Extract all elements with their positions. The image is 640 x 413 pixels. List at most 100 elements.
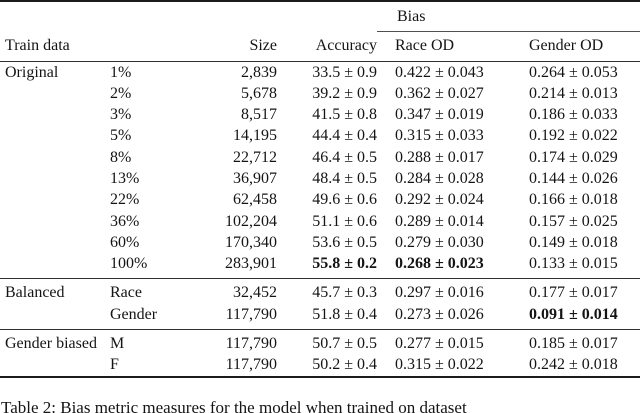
cell-gender-od: 0.192 ± 0.022 bbox=[529, 127, 618, 145]
cell-race-od: 0.297 ± 0.016 bbox=[395, 284, 484, 302]
cell-accuracy: 33.5 ± 0.9 bbox=[312, 63, 377, 81]
cell-subset: 8% bbox=[110, 148, 132, 166]
cell-race-od: 0.422 ± 0.043 bbox=[395, 63, 484, 81]
col-group-header-bias: Bias bbox=[377, 1, 640, 32]
group-label bbox=[0, 147, 110, 168]
cell-subset: 3% bbox=[110, 106, 132, 124]
table-row: 5% 14,195 44.4 ± 0.4 0.315 ± 0.033 0.192… bbox=[0, 125, 640, 146]
cell-subset: 2% bbox=[110, 84, 132, 102]
col-header-race-od: Race OD bbox=[377, 31, 527, 62]
cell-race-od: 0.315 ± 0.022 bbox=[395, 356, 484, 374]
cell-gender-od: 0.214 ± 0.013 bbox=[529, 84, 618, 102]
cell-subset: F bbox=[110, 356, 119, 374]
cell-accuracy: 41.5 ± 0.8 bbox=[312, 106, 377, 124]
cell-gender-od: 0.242 ± 0.018 bbox=[529, 356, 618, 374]
col-header-accuracy: Accuracy bbox=[277, 31, 377, 62]
cell-accuracy: 53.6 ± 0.5 bbox=[312, 233, 377, 251]
cell-accuracy: 39.2 ± 0.9 bbox=[312, 84, 377, 102]
cell-subset: 22% bbox=[110, 191, 140, 209]
col-header-train-data: Train data bbox=[0, 31, 174, 62]
cell-gender-od: 0.133 ± 0.015 bbox=[529, 255, 618, 273]
cell-subset: Race bbox=[110, 284, 142, 302]
cell-size: 2,839 bbox=[241, 63, 277, 81]
cell-accuracy: 51.1 ± 0.6 bbox=[312, 212, 377, 230]
table-row: 60% 170,340 53.6 ± 0.5 0.279 ± 0.030 0.1… bbox=[0, 232, 640, 253]
cell-gender-od: 0.264 ± 0.053 bbox=[529, 63, 618, 81]
cell-accuracy: 48.4 ± 0.5 bbox=[312, 169, 377, 187]
group-label bbox=[0, 304, 110, 330]
cell-accuracy: 51.8 ± 0.4 bbox=[312, 305, 377, 323]
cell-subset: Gender bbox=[110, 305, 158, 323]
cell-size: 117,790 bbox=[225, 305, 277, 323]
section-gender-biased: Gender biased M 117,790 50.7 ± 0.5 0.277… bbox=[0, 329, 640, 377]
cell-race-od: 0.289 ± 0.014 bbox=[395, 212, 484, 230]
cell-accuracy: 49.6 ± 0.6 bbox=[312, 191, 377, 209]
cell-size: 102,204 bbox=[225, 212, 277, 230]
group-label: Original bbox=[5, 63, 59, 81]
cell-race-od: 0.288 ± 0.017 bbox=[395, 148, 484, 166]
table-row: 2% 5,678 39.2 ± 0.9 0.362 ± 0.027 0.214 … bbox=[0, 83, 640, 104]
column-header-row: Train data Size Accuracy Race OD Gender … bbox=[0, 31, 640, 62]
cell-accuracy: 44.4 ± 0.4 bbox=[312, 127, 377, 145]
cell-accuracy: 55.8 ± 0.2 bbox=[312, 255, 377, 273]
cell-gender-od: 0.157 ± 0.025 bbox=[529, 212, 618, 230]
cell-subset: 5% bbox=[110, 127, 132, 145]
cell-gender-od: 0.174 ± 0.029 bbox=[529, 148, 618, 166]
bias-group-row: Bias bbox=[0, 1, 640, 32]
cell-accuracy: 46.4 ± 0.5 bbox=[312, 148, 377, 166]
cell-size: 22,712 bbox=[233, 148, 277, 166]
cell-accuracy: 45.7 ± 0.3 bbox=[312, 284, 377, 302]
cell-race-od: 0.273 ± 0.026 bbox=[395, 305, 484, 323]
group-label bbox=[0, 253, 110, 279]
table-row: Balanced Race 32,452 45.7 ± 0.3 0.297 ± … bbox=[0, 279, 640, 304]
cell-gender-od: 0.166 ± 0.018 bbox=[529, 191, 618, 209]
table-row: F 117,790 50.2 ± 0.4 0.315 ± 0.022 0.242… bbox=[0, 354, 640, 376]
group-label bbox=[0, 104, 110, 125]
col-header-size: Size bbox=[174, 31, 277, 62]
table-row: Original 1% 2,839 33.5 ± 0.9 0.422 ± 0.0… bbox=[0, 61, 640, 83]
cell-size: 5,678 bbox=[241, 84, 277, 102]
table-caption: Table 2: Bias metric measures for the mo… bbox=[1, 398, 467, 413]
section-original: Original 1% 2,839 33.5 ± 0.9 0.422 ± 0.0… bbox=[0, 61, 640, 279]
results-table: Bias Train data Size Accuracy Race OD Ge… bbox=[0, 0, 640, 378]
group-label bbox=[0, 125, 110, 146]
cell-gender-od: 0.149 ± 0.018 bbox=[529, 233, 618, 251]
bias-spacer-cell bbox=[0, 1, 377, 31]
group-label bbox=[0, 189, 110, 210]
table-header: Bias Train data Size Accuracy Race OD Ge… bbox=[0, 1, 640, 62]
table-row: 100% 283,901 55.8 ± 0.2 0.268 ± 0.023 0.… bbox=[0, 253, 640, 279]
cell-size: 14,195 bbox=[233, 127, 277, 145]
table-row: 8% 22,712 46.4 ± 0.5 0.288 ± 0.017 0.174… bbox=[0, 147, 640, 168]
cell-accuracy: 50.7 ± 0.5 bbox=[312, 335, 377, 353]
cell-subset: 100% bbox=[110, 255, 148, 273]
cell-race-od: 0.315 ± 0.033 bbox=[395, 127, 484, 145]
group-label bbox=[0, 211, 110, 232]
cell-gender-od: 0.177 ± 0.017 bbox=[529, 284, 618, 302]
cell-gender-od: 0.091 ± 0.014 bbox=[529, 305, 618, 323]
group-label bbox=[0, 168, 110, 189]
group-label bbox=[0, 232, 110, 253]
table-row: 36% 102,204 51.1 ± 0.6 0.289 ± 0.014 0.1… bbox=[0, 211, 640, 232]
cell-size: 117,790 bbox=[225, 335, 277, 353]
cell-gender-od: 0.144 ± 0.026 bbox=[529, 169, 618, 187]
cell-size: 283,901 bbox=[225, 255, 277, 273]
cell-size: 170,340 bbox=[225, 233, 277, 251]
cell-race-od: 0.279 ± 0.030 bbox=[395, 233, 484, 251]
table-row: 22% 62,458 49.6 ± 0.6 0.292 ± 0.024 0.16… bbox=[0, 189, 640, 210]
cell-race-od: 0.268 ± 0.023 bbox=[395, 255, 484, 273]
cell-race-od: 0.292 ± 0.024 bbox=[395, 191, 484, 209]
cell-race-od: 0.362 ± 0.027 bbox=[395, 84, 484, 102]
cell-subset: 60% bbox=[110, 233, 140, 251]
cell-subset: 36% bbox=[110, 212, 140, 230]
cell-subset: M bbox=[110, 335, 125, 353]
cell-size: 117,790 bbox=[225, 356, 277, 374]
cell-subset: 13% bbox=[110, 169, 140, 187]
cell-size: 32,452 bbox=[233, 284, 277, 302]
cell-accuracy: 50.2 ± 0.4 bbox=[312, 356, 377, 374]
group-label: Balanced bbox=[5, 284, 65, 302]
table-row: Gender biased M 117,790 50.7 ± 0.5 0.277… bbox=[0, 330, 640, 355]
cell-race-od: 0.284 ± 0.028 bbox=[395, 169, 484, 187]
col-header-gender-od: Gender OD bbox=[527, 31, 640, 62]
group-label: Gender biased bbox=[5, 335, 97, 353]
